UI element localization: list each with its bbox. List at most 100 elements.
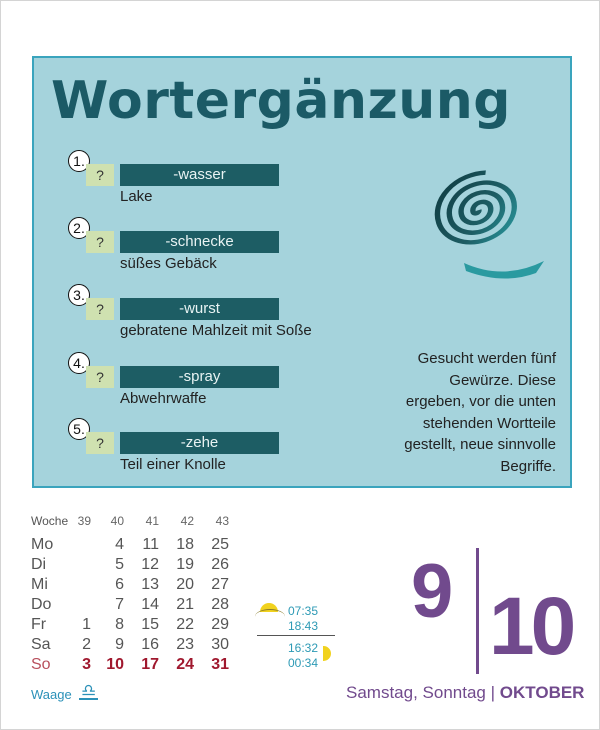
puzzle-item-1: 1. ? -wasser Lake [68, 150, 368, 210]
puzzle-item-3: 3. ? -wurst gebratene Mahlzeit mit Soße [68, 284, 368, 344]
puzzle-item-4: 4. ? -spray Abwehrwaffe [68, 352, 368, 412]
weekday-label: So [31, 656, 51, 673]
date-cell: 28 [211, 596, 229, 613]
date-cell: 13 [141, 576, 159, 593]
week-number: 41 [145, 514, 159, 528]
divider [257, 635, 335, 636]
week-number: 43 [215, 514, 229, 528]
puzzle-item-5: 5. ? -zehe Teil einer Knolle [68, 418, 368, 478]
answer-placeholder: ? [86, 366, 114, 388]
date-cell: 22 [176, 616, 194, 633]
sun-moon-times: 07:35 18:43 16:32 00:34 [251, 599, 341, 674]
puzzle-title: Wortergänzung [51, 71, 512, 131]
answer-placeholder: ? [86, 231, 114, 253]
month-name: OKTOBER [499, 683, 585, 702]
date-cell: 16 [141, 636, 159, 653]
answer-placeholder: ? [86, 164, 114, 186]
weekday-label: Fr [31, 616, 47, 633]
spiral-icon [434, 170, 544, 279]
puzzle-description: Gesucht werden fünf Gewürze. Diese ergeb… [404, 350, 556, 475]
weekday-label: Sa [31, 636, 51, 653]
date-cell: 19 [176, 556, 194, 573]
item-number: 2. [68, 217, 90, 239]
word-hint: gebratene Mahlzeit mit Soße [120, 322, 312, 339]
date-cell: 17 [141, 656, 159, 673]
week-number: 42 [180, 514, 194, 528]
horizon-arc [255, 609, 285, 624]
date-cell: 10 [106, 656, 124, 673]
date-cell: 6 [115, 576, 124, 593]
weekday-names: Samstag, Sonntag [346, 683, 486, 702]
puzzle-item-2: 2. ? -schnecke süßes Gebäck [68, 217, 368, 277]
date-cell: 26 [211, 556, 229, 573]
date-cell: 4 [115, 536, 124, 553]
date-cell: 9 [115, 636, 124, 653]
word-hint: Teil einer Knolle [120, 456, 226, 473]
date-cell: 14 [141, 596, 159, 613]
sunrise-time: 07:35 [288, 604, 319, 618]
date-cell: 1 [82, 616, 91, 633]
week-number: 39 [77, 514, 91, 528]
date-cell: 7 [115, 596, 124, 613]
date-cell: 20 [176, 576, 194, 593]
date-cell: 23 [176, 636, 194, 653]
calendar-row-sa: Sa 2 9 16 23 30 [31, 636, 241, 656]
item-number: 1. [68, 150, 90, 172]
word-hint: Lake [120, 188, 153, 205]
answer-placeholder: ? [86, 432, 114, 454]
weekday-label: Do [31, 596, 52, 613]
weekday-label: Mi [31, 576, 48, 593]
date-cell: 27 [211, 576, 229, 593]
word-suffix: -schnecke [120, 231, 279, 253]
date-cell: 29 [211, 616, 229, 633]
week-header-row: Woche 39 40 41 42 43 [31, 514, 241, 536]
day-number-1: 9 [411, 549, 453, 634]
weekday-month-line: Samstag, Sonntag | OKTOBER [346, 683, 584, 703]
calendar-row-do: Do 7 14 21 28 [31, 596, 241, 616]
libra-icon: ♎︎ [79, 681, 99, 700]
calendar-row-fr: Fr 1 8 15 22 29 [31, 616, 241, 636]
calendar-row-di: Di 5 12 19 26 [31, 556, 241, 576]
date-cell: 24 [176, 656, 194, 673]
word-hint: süßes Gebäck [120, 255, 217, 272]
puzzle-panel: Wortergänzung 1. ? -wasser Lake 2. ? -sc… [32, 56, 572, 488]
word-hint: Abwehrwaffe [120, 390, 207, 407]
date-cell: 5 [115, 556, 124, 573]
week-number: 40 [110, 514, 124, 528]
month-calendar: Woche 39 40 41 42 43 Mo 4 11 18 25 Di 5 … [31, 514, 241, 676]
date-cell: 8 [115, 616, 124, 633]
date-cell: 3 [82, 656, 91, 673]
date-divider [476, 548, 479, 674]
separator: | [490, 683, 496, 702]
date-cell: 2 [82, 636, 91, 653]
date-cell: 12 [141, 556, 159, 573]
sunset-time: 18:43 [288, 619, 319, 633]
moonset-time: 00:34 [288, 656, 319, 670]
answer-placeholder: ? [86, 298, 114, 320]
moon-icon [323, 646, 331, 661]
date-cell: 11 [142, 536, 159, 553]
word-suffix: -spray [120, 366, 279, 388]
date-cell: 15 [141, 616, 159, 633]
moonrise-time: 16:32 [288, 641, 319, 655]
date-cell: 31 [211, 656, 229, 673]
calendar-row-mi: Mi 6 13 20 27 [31, 576, 241, 596]
item-number: 3. [68, 284, 90, 306]
word-suffix: -wasser [120, 164, 279, 186]
word-suffix: -zehe [120, 432, 279, 454]
sun-icon [260, 603, 278, 612]
date-cell: 21 [176, 596, 194, 613]
zodiac-label: Waage [31, 687, 72, 702]
date-cell: 25 [211, 536, 229, 553]
weekday-label: Di [31, 556, 47, 573]
item-number: 5. [68, 418, 90, 440]
word-suffix: -wurst [120, 298, 279, 320]
week-label: Woche [31, 514, 69, 528]
day-number-2: 10 [489, 581, 576, 672]
date-cell: 18 [176, 536, 194, 553]
calendar-row-so: So 3 10 17 24 31 [31, 656, 241, 676]
weekday-label: Mo [31, 536, 54, 553]
item-number: 4. [68, 352, 90, 374]
date-cell: 30 [211, 636, 229, 653]
